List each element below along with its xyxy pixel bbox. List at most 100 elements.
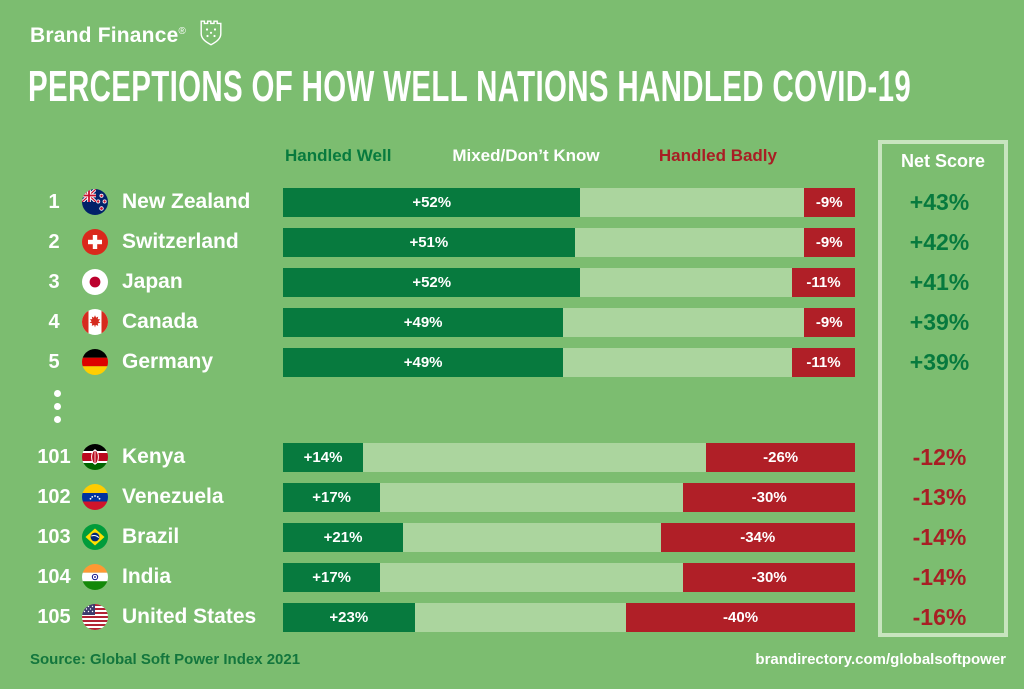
handled-badly-value: -11%	[806, 273, 841, 291]
flag-icon-new-zealand	[82, 189, 108, 215]
country-name: Kenya	[122, 445, 186, 468]
bar-segment-handled-badly: -30%	[683, 482, 855, 512]
bar-segment-mixed	[580, 267, 793, 297]
stacked-bar: +52% -11%	[283, 267, 855, 297]
handled-badly-value: -26%	[763, 448, 799, 466]
bar-segment-handled-well: +14%	[283, 442, 364, 472]
bar-segment-mixed	[363, 442, 707, 472]
table-row: 3 Japan +52% -11% +41%	[26, 262, 1024, 302]
net-score-value: -12%	[912, 443, 967, 470]
stacked-bar: +52% -9%	[283, 187, 855, 217]
column-header-handled-badly: Handled Badly	[658, 146, 777, 165]
handled-well-value: +21%	[323, 528, 363, 546]
country-name: New Zealand	[122, 190, 251, 213]
net-score-box: Net Score	[878, 140, 1008, 637]
stacked-bar: +51% -9%	[283, 227, 855, 257]
country-name: Switzerland	[122, 230, 239, 253]
handled-well-value: +52%	[412, 273, 452, 291]
bar-segment-handled-badly: -9%	[803, 227, 855, 257]
rank-label: 3	[48, 270, 60, 293]
bar-segment-handled-well: +51%	[283, 227, 575, 257]
country-name: Japan	[122, 270, 183, 293]
country-name: Canada	[122, 310, 198, 333]
net-score-value: -13%	[912, 483, 967, 510]
net-score-value: -14%	[912, 563, 967, 590]
handled-well-value: +49%	[403, 353, 443, 371]
bar-segment-handled-well: +21%	[283, 522, 404, 552]
bar-segment-handled-well: +49%	[283, 347, 564, 377]
bar-segment-mixed	[563, 347, 793, 377]
handled-badly-value: -9%	[815, 313, 843, 331]
flag-icon-kenya	[82, 444, 108, 470]
page-title: PERCEPTIONS OF HOW WELL NATIONS HANDLED …	[28, 62, 912, 111]
table-row: 102 Venezuela +17% -30% -13%	[26, 477, 1024, 517]
stacked-bar: +21% -34%	[283, 522, 855, 552]
column-header-net-score: Net Score	[900, 151, 986, 171]
bar-segment-mixed	[380, 562, 684, 592]
chart-area: 1 New Zealand +52% -9% +43% 2 Switzerlan…	[26, 182, 1024, 637]
table-row: 4 Canada +49% -9% +39%	[26, 302, 1024, 342]
net-score-value: -16%	[912, 603, 967, 630]
stacked-bar: +17% -30%	[283, 562, 855, 592]
stacked-bar: +17% -30%	[283, 482, 855, 512]
handled-badly-value: -9%	[815, 233, 843, 251]
stacked-bar: +49% -9%	[283, 307, 855, 337]
table-row: 105 United States +23% -40% -16%	[26, 597, 1024, 637]
country-name: Germany	[122, 350, 214, 373]
stacked-bar: +14% -26%	[283, 442, 855, 472]
bar-segment-handled-badly: -40%	[626, 602, 855, 632]
shield-icon	[200, 20, 222, 51]
column-header-handled-well: Handled Well	[285, 146, 392, 165]
column-header-mixed: Mixed/Don’t Know	[452, 146, 600, 165]
rank-label: 102	[37, 485, 71, 508]
bar-segment-handled-well: +49%	[283, 307, 564, 337]
table-row: 104 India +17% -30% -14%	[26, 557, 1024, 597]
ellipsis-dot	[54, 390, 61, 397]
source-note: Source: Global Soft Power Index 2021	[30, 651, 301, 668]
handled-well-value: +52%	[412, 193, 452, 211]
net-score-value: +41%	[909, 268, 970, 295]
bar-segment-mixed	[403, 522, 661, 552]
net-score-value: +39%	[909, 348, 970, 375]
bar-segment-handled-badly: -34%	[660, 522, 855, 552]
group-top-5: 1 New Zealand +52% -9% +43% 2 Switzerlan…	[26, 182, 1024, 382]
table-row: 2 Switzerland +51% -9% +42%	[26, 222, 1024, 262]
flag-icon-venezuela	[82, 484, 108, 510]
net-score-value: +43%	[909, 188, 970, 215]
net-score-value: +39%	[909, 308, 970, 335]
bar-segment-mixed	[380, 482, 684, 512]
ellipsis-dot	[54, 403, 61, 410]
bar-segment-handled-well: +52%	[283, 267, 581, 297]
bar-segment-mixed	[580, 187, 804, 217]
rank-label: 5	[48, 350, 60, 373]
country-name: Venezuela	[122, 485, 224, 508]
handled-badly-value: -30%	[751, 568, 787, 586]
handled-well-value: +51%	[409, 233, 449, 251]
handled-badly-value: -11%	[806, 353, 841, 371]
column-headers: Handled Well Mixed/Don’t Know Handled Ba…	[283, 146, 855, 168]
handled-well-value: +23%	[329, 608, 369, 626]
bar-segment-mixed	[574, 227, 804, 257]
stacked-bar: +49% -11%	[283, 347, 855, 377]
rank-label: 2	[48, 230, 60, 253]
bar-segment-handled-well: +52%	[283, 187, 581, 217]
brandirectory-link[interactable]: brandirectory.com/globalsoftpower	[755, 651, 1006, 668]
handled-badly-value: -30%	[751, 488, 787, 506]
bar-segment-handled-well: +23%	[283, 602, 415, 632]
handled-badly-value: -9%	[815, 193, 843, 211]
country-name: India	[122, 565, 172, 588]
registered-mark: ®	[178, 25, 187, 37]
ellipsis-dot	[54, 416, 61, 423]
flag-icon-united-states	[82, 604, 108, 630]
country-name: United States	[122, 605, 257, 628]
group-bottom-5: 101 Kenya +14% -26% -12% 102 Venezuela +…	[26, 437, 1024, 637]
bar-segment-handled-badly: -9%	[803, 307, 855, 337]
bar-segment-handled-badly: -30%	[683, 562, 855, 592]
rank-label: 4	[48, 310, 60, 333]
handled-badly-value: -40%	[723, 608, 759, 626]
handled-well-value: +49%	[403, 313, 443, 331]
bar-segment-handled-badly: -26%	[706, 442, 855, 472]
bar-segment-handled-badly: -11%	[792, 347, 855, 377]
rank-label: 105	[37, 605, 71, 628]
